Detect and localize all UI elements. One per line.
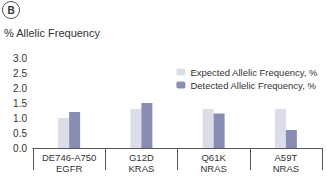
svg-text:1.0: 1.0 [13,113,27,124]
svg-text:2.0: 2.0 [13,83,27,94]
svg-text:Detected Allelic Frequency, %: Detected Allelic Frequency, % [190,80,316,91]
svg-text:Q61K: Q61K [201,152,226,163]
svg-text:NRAS: NRAS [273,163,299,174]
svg-text:Expected Allelic Frequency, %: Expected Allelic Frequency, % [190,67,318,78]
svg-text:G12D: G12D [129,152,154,163]
svg-text:NRAS: NRAS [200,163,226,174]
svg-text:1.5: 1.5 [13,98,27,109]
svg-text:3.0: 3.0 [13,53,27,64]
svg-text:B: B [7,5,14,16]
svg-text:EGFR: EGFR [56,163,83,174]
svg-text:DE746-A750: DE746-A750 [42,152,96,163]
svg-text:% Allelic Frequency: % Allelic Frequency [4,27,100,39]
svg-text:0.5: 0.5 [13,128,27,139]
svg-text:A59T: A59T [275,152,298,163]
svg-text:2.5: 2.5 [13,68,27,79]
svg-text:0.0: 0.0 [13,143,27,154]
svg-text:KRAS: KRAS [128,163,154,174]
